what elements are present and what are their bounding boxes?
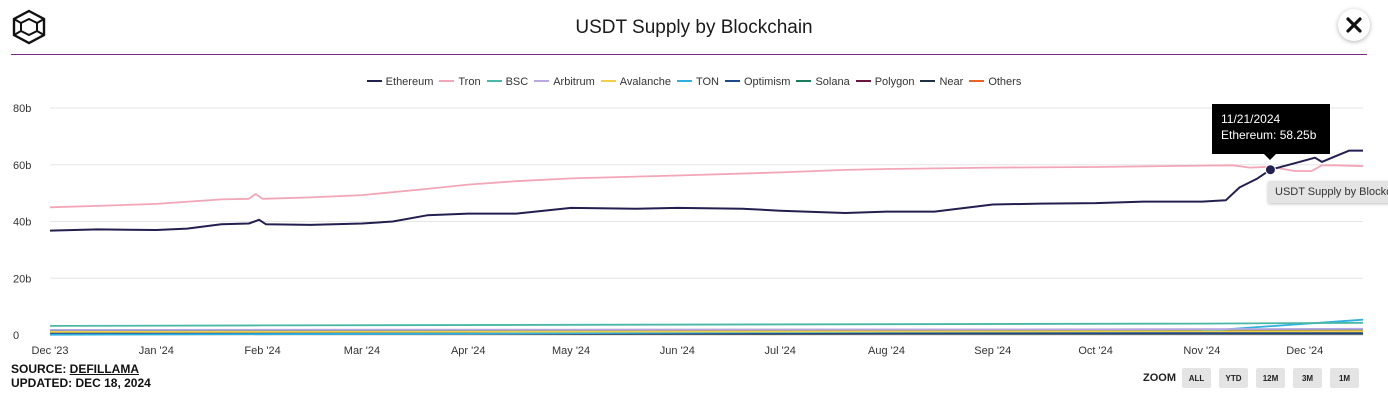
x-tick-label: Nov '24 xyxy=(1183,345,1220,357)
legend-item-avalanche[interactable]: Avalanche xyxy=(600,76,671,88)
legend-label: Optimism xyxy=(743,76,791,88)
zoom-all-button[interactable]: ALL xyxy=(1182,368,1211,388)
legend-label: Solana xyxy=(815,76,850,88)
x-tick-label: May '24 xyxy=(552,345,590,357)
legend-item-polygon[interactable]: Polygon xyxy=(855,76,915,88)
close-button[interactable] xyxy=(1338,9,1370,41)
legend-swatch xyxy=(534,80,550,83)
x-tick-label: Sep '24 xyxy=(974,345,1011,357)
legend-item-ton[interactable]: TON xyxy=(676,76,719,88)
y-tick-label: 20b xyxy=(13,273,31,285)
highlight-point xyxy=(1264,164,1276,176)
series-line-tron xyxy=(49,164,1364,209)
zoom-ytd-button[interactable]: YTD xyxy=(1219,368,1248,388)
y-tick-label: 60b xyxy=(13,160,31,172)
chart-tooltip: 11/21/2024 Ethereum: 58.25b xyxy=(1212,104,1330,154)
y-tick-label: 0 xyxy=(13,330,19,342)
close-icon xyxy=(1346,17,1362,33)
legend-item-solana[interactable]: Solana xyxy=(796,76,850,88)
series-line-bsc xyxy=(49,321,1364,327)
tooltip-arrow xyxy=(1264,154,1276,160)
y-tick-label: 40b xyxy=(13,217,31,229)
zoom-controls: ZOOM ALL YTD 12M 3M 1M xyxy=(1143,368,1367,388)
legend-label: TON xyxy=(695,76,719,88)
legend-swatch xyxy=(676,80,692,83)
x-tick-label: Oct '24 xyxy=(1078,345,1113,357)
tooltip-date: 11/21/2024 xyxy=(1221,112,1281,126)
source-prefix: SOURCE: xyxy=(11,362,70,376)
legend-label: Avalanche xyxy=(619,76,671,88)
legend-item-near[interactable]: Near xyxy=(920,76,963,88)
x-tick-label: Dec '24 xyxy=(1286,345,1323,357)
legend-label: Tron xyxy=(458,76,481,88)
chart-legend: Ethereum Tron BSC Arbitrum Avalanche TON Optim… xyxy=(0,76,1388,88)
zoom-12m-button[interactable]: 12M xyxy=(1256,368,1285,388)
legend-swatch xyxy=(855,80,871,83)
x-tick-label: Apr '24 xyxy=(451,345,486,357)
series-line-ethereum xyxy=(49,149,1363,232)
y-tick-label: 80b xyxy=(13,103,31,115)
source-info: SOURCE: DEFILLAMA UPDATED: DEC 18, 2024 xyxy=(11,362,151,390)
zoom-1m-button[interactable]: 1M xyxy=(1330,368,1359,388)
series-line-avalanche xyxy=(49,330,1364,333)
updated-date: UPDATED: DEC 18, 2024 xyxy=(11,376,151,390)
legend-item-bsc[interactable]: BSC xyxy=(486,76,529,88)
legend-item-tron[interactable]: Tron xyxy=(439,76,481,88)
legend-label: Others xyxy=(988,76,1022,88)
source-link[interactable]: DEFILLAMA xyxy=(69,362,139,376)
legend-label: BSC xyxy=(505,76,529,88)
legend-label: Polygon xyxy=(874,76,915,88)
x-tick-label: Mar '24 xyxy=(344,345,380,357)
x-tick-label: Jul '24 xyxy=(764,345,795,357)
legend-label: Near xyxy=(939,76,964,88)
zoom-3m-button[interactable]: 3M xyxy=(1293,368,1322,388)
x-tick-label: Jun '24 xyxy=(660,345,695,357)
legend-item-arbitrum[interactable]: Arbitrum xyxy=(534,76,595,88)
legend-swatch xyxy=(600,80,616,83)
page-title: USDT Supply by Blockchain xyxy=(575,17,813,38)
series-line-arbitrum xyxy=(49,327,1364,331)
legend-swatch xyxy=(439,80,455,83)
x-tick-label: Jan '24 xyxy=(139,345,174,357)
legend-swatch xyxy=(969,80,985,83)
hover-label: USDT Supply by Blockchain xyxy=(1268,181,1388,203)
legend-item-optimism[interactable]: Optimism xyxy=(724,76,791,88)
zoom-label: ZOOM xyxy=(1143,372,1176,384)
legend-label: Arbitrum xyxy=(553,76,595,88)
legend-swatch xyxy=(366,80,382,83)
x-tick-label: Dec '23 xyxy=(32,345,69,357)
legend-swatch xyxy=(724,80,740,83)
legend-item-others[interactable]: Others xyxy=(969,76,1021,88)
x-tick-label: Feb '24 xyxy=(244,345,280,357)
tooltip-value: Ethereum: 58.25b xyxy=(1221,128,1317,142)
legend-swatch xyxy=(486,80,502,83)
x-tick-label: Aug '24 xyxy=(868,345,905,357)
legend-label: Ethereum xyxy=(385,76,434,88)
cube-logo-icon xyxy=(11,9,47,45)
legend-item-ethereum[interactable]: Ethereum xyxy=(366,76,434,88)
legend-swatch xyxy=(920,80,936,83)
legend-swatch xyxy=(796,80,812,83)
header-divider xyxy=(11,54,1367,55)
